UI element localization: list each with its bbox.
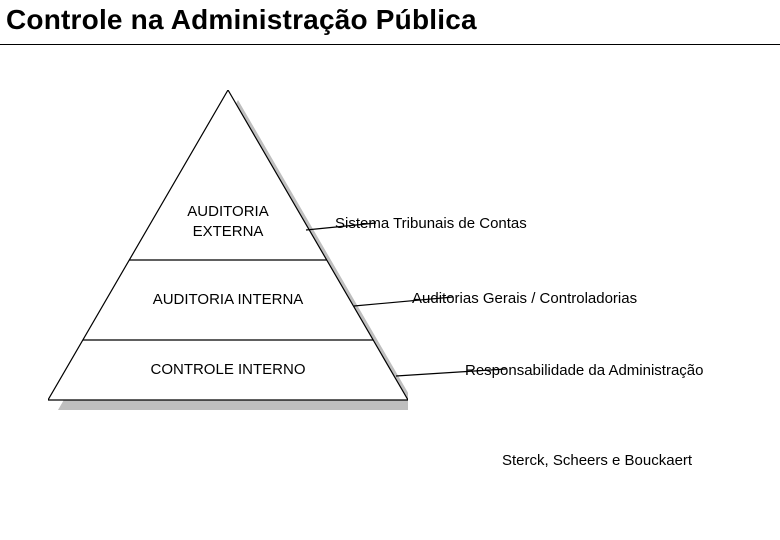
pyramid-level-1-label: AUDITORIA EXTERNA (118, 202, 338, 241)
pyramid-level-1-line2: EXTERNA (193, 223, 264, 240)
pyramid-level-1-line1: AUDITORIA (187, 203, 268, 220)
desc-level-2: Auditorias Gerais / Controladorias (412, 290, 637, 307)
page-title: Controle na Administração Pública (6, 4, 477, 36)
pyramid-level-2-line1: AUDITORIA INTERNA (153, 291, 304, 308)
citation: Sterck, Scheers e Bouckaert (502, 452, 692, 469)
desc-level-3: Responsabilidade da Administração (465, 362, 703, 379)
pyramid-diagram: AUDITORIA EXTERNA AUDITORIA INTERNA CONT… (48, 90, 408, 410)
pyramid-level-3-line1: CONTROLE INTERNO (150, 361, 305, 378)
pyramid-level-2-label: AUDITORIA INTERNA (118, 290, 338, 310)
pyramid-level-3-label: CONTROLE INTERNO (118, 360, 338, 380)
desc-level-1: Sistema Tribunais de Contas (335, 215, 527, 232)
title-underline (0, 44, 780, 45)
